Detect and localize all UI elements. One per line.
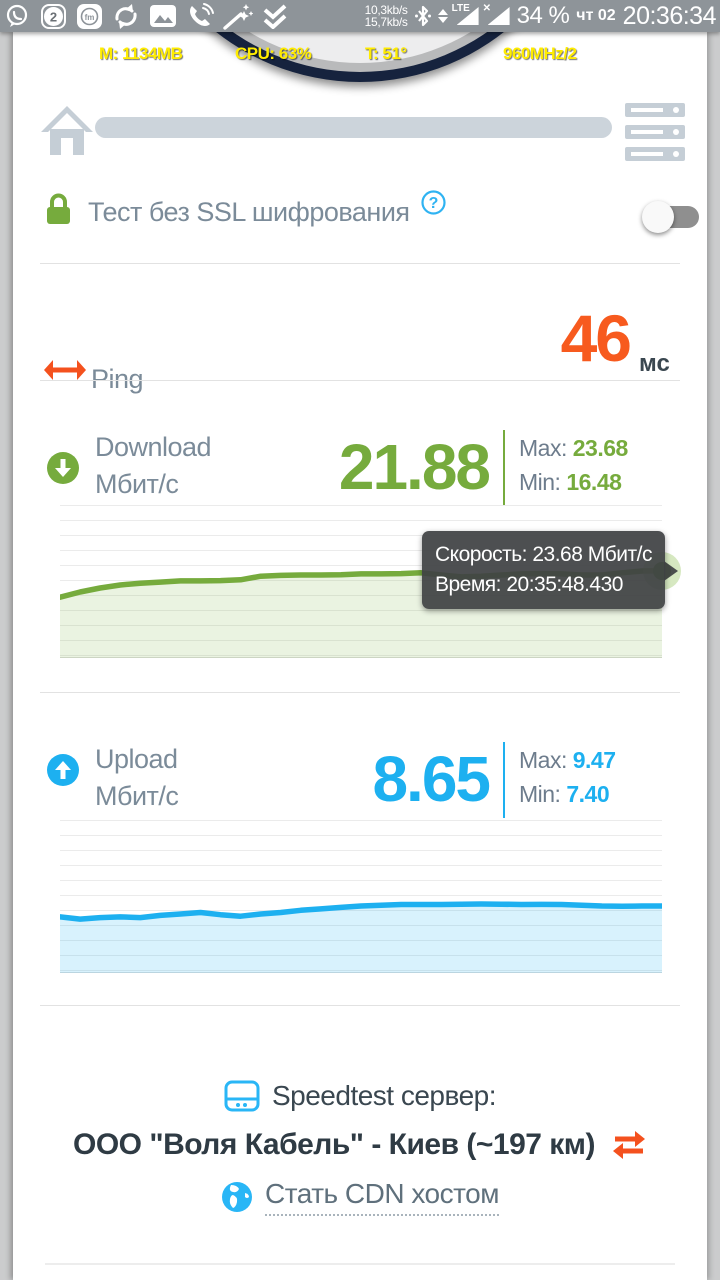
notification-count-2-icon: 2 — [41, 3, 66, 29]
test-progress-bar — [95, 117, 612, 138]
cpu-stat: CPU: 63% — [235, 44, 312, 63]
ping-label: Ping — [91, 364, 144, 394]
server-name: ООО "Воля Кабель" - Киев (~197 км) — [73, 1128, 595, 1161]
fm-radio-icon: fm — [77, 3, 102, 29]
ping-icon — [44, 360, 86, 380]
status-bar-app-icons: 2 fm — [4, 2, 365, 30]
download-value: 21.88 — [338, 431, 491, 503]
max-label: Max: — [519, 747, 567, 773]
net-speed-up: 10,3kb/s — [364, 3, 408, 17]
min-label: Min: — [519, 469, 561, 495]
net-speed-down: 15,7kb/s — [364, 15, 408, 29]
download-chart[interactable]: Скорость: 23.68 Мбит/с Время: 20:35:48.4… — [60, 505, 681, 658]
download-unit: Мбит/с — [95, 469, 179, 499]
ping-unit: мс — [639, 350, 670, 377]
ping-value: 46 — [560, 301, 632, 375]
max-label: Max: — [519, 435, 567, 461]
chart-tooltip: Скорость: 23.68 Мбит/с Время: 20:35:48.4… — [422, 531, 678, 609]
upload-label: Upload — [95, 744, 178, 774]
tooltip-time: Время: 20:35:48.430 — [435, 573, 623, 596]
gauge-bottom-arc: M: 1134MB CPU: 63% T: 51° 960MHz/2 — [13, 32, 707, 102]
ssl-test-label: Тест без SSL шифрования — [88, 197, 410, 227]
globe-icon — [222, 1182, 253, 1212]
frequency-stat: 960MHz/2 — [503, 44, 577, 63]
gallery-icon — [150, 5, 176, 27]
cdn-host-link[interactable]: Стать CDN хостом — [265, 1178, 499, 1216]
status-time: 20:36:34 — [622, 1, 717, 30]
double-check-icon — [263, 4, 287, 29]
min-value: 7.40 — [566, 781, 610, 807]
upload-min: Min: 7.40 — [519, 781, 610, 808]
status-date: чт 02 — [576, 7, 616, 24]
divider — [40, 380, 680, 381]
bluetooth-icon — [414, 5, 431, 27]
ssl-toggle[interactable] — [642, 201, 699, 233]
upload-value: 8.65 — [372, 743, 491, 815]
min-label: Min: — [519, 781, 561, 807]
viber-icon — [6, 4, 28, 27]
status-bar-system-area: 10,3kb/s 15,7kb/s LTE ✕ 34 % чт 02 20:36… — [365, 1, 717, 31]
signal-no-sim-icon: ✕ — [483, 3, 510, 27]
status-bar: 2 fm — [0, 0, 720, 32]
cdn-row: Стать CDN хостом — [13, 1178, 707, 1216]
upload-divider — [503, 742, 505, 818]
max-value: 23.68 — [572, 435, 629, 461]
lock-icon — [47, 193, 70, 224]
tooltip-speed: Скорость: 23.68 Мбит/с — [435, 543, 652, 566]
upload-max: Max: 9.47 — [519, 747, 616, 774]
download-label: Download — [95, 432, 212, 462]
server-title-row: Speedtest сервер: — [13, 1080, 707, 1112]
server-title: Speedtest сервер: — [271, 1080, 497, 1111]
divider — [40, 263, 680, 264]
server-icon — [224, 1080, 260, 1112]
download-max: Max: 23.68 — [519, 435, 628, 462]
data-activity-arrows-icon — [437, 9, 448, 23]
ssl-toggle-thumb[interactable] — [642, 201, 674, 233]
network-speed-indicator: 10,3kb/s 15,7kb/s — [365, 4, 408, 28]
call-icon — [190, 2, 214, 26]
download-min: Min: 16.48 — [519, 469, 622, 496]
memory-stat: M: 1134MB — [99, 44, 183, 63]
change-server-icon[interactable] — [611, 1129, 647, 1161]
help-icon[interactable]: ? — [421, 190, 446, 215]
home-icon[interactable] — [40, 104, 94, 156]
temperature-stat: T: 51° — [365, 44, 407, 63]
sync-icon — [115, 3, 137, 29]
max-value: 9.47 — [572, 747, 616, 773]
tooltip-arrow — [663, 561, 678, 581]
upload-chart[interactable] — [60, 820, 662, 973]
upload-unit: Мбит/с — [95, 781, 179, 811]
server-list-icon[interactable] — [625, 103, 685, 161]
download-divider — [503, 430, 505, 506]
lte-signal-icon: LTE — [452, 3, 479, 27]
upload-icon — [47, 754, 79, 786]
min-value: 16.48 — [566, 469, 622, 495]
divider — [40, 692, 680, 693]
speedtest-page: M: 1134MB CPU: 63% T: 51° 960MHz/2 Тест … — [13, 32, 707, 1280]
server-name-row: ООО "Воля Кабель" - Киев (~197 км) — [13, 1128, 707, 1162]
svg-text:fm: fm — [85, 13, 95, 22]
svg-text:?: ? — [429, 195, 439, 212]
battery-percent: 34 % — [516, 2, 570, 29]
download-icon — [47, 452, 79, 484]
svg-text:2: 2 — [50, 9, 57, 24]
bottom-divider — [45, 1263, 675, 1265]
magic-wand-icon — [223, 3, 253, 30]
divider — [40, 1005, 680, 1006]
